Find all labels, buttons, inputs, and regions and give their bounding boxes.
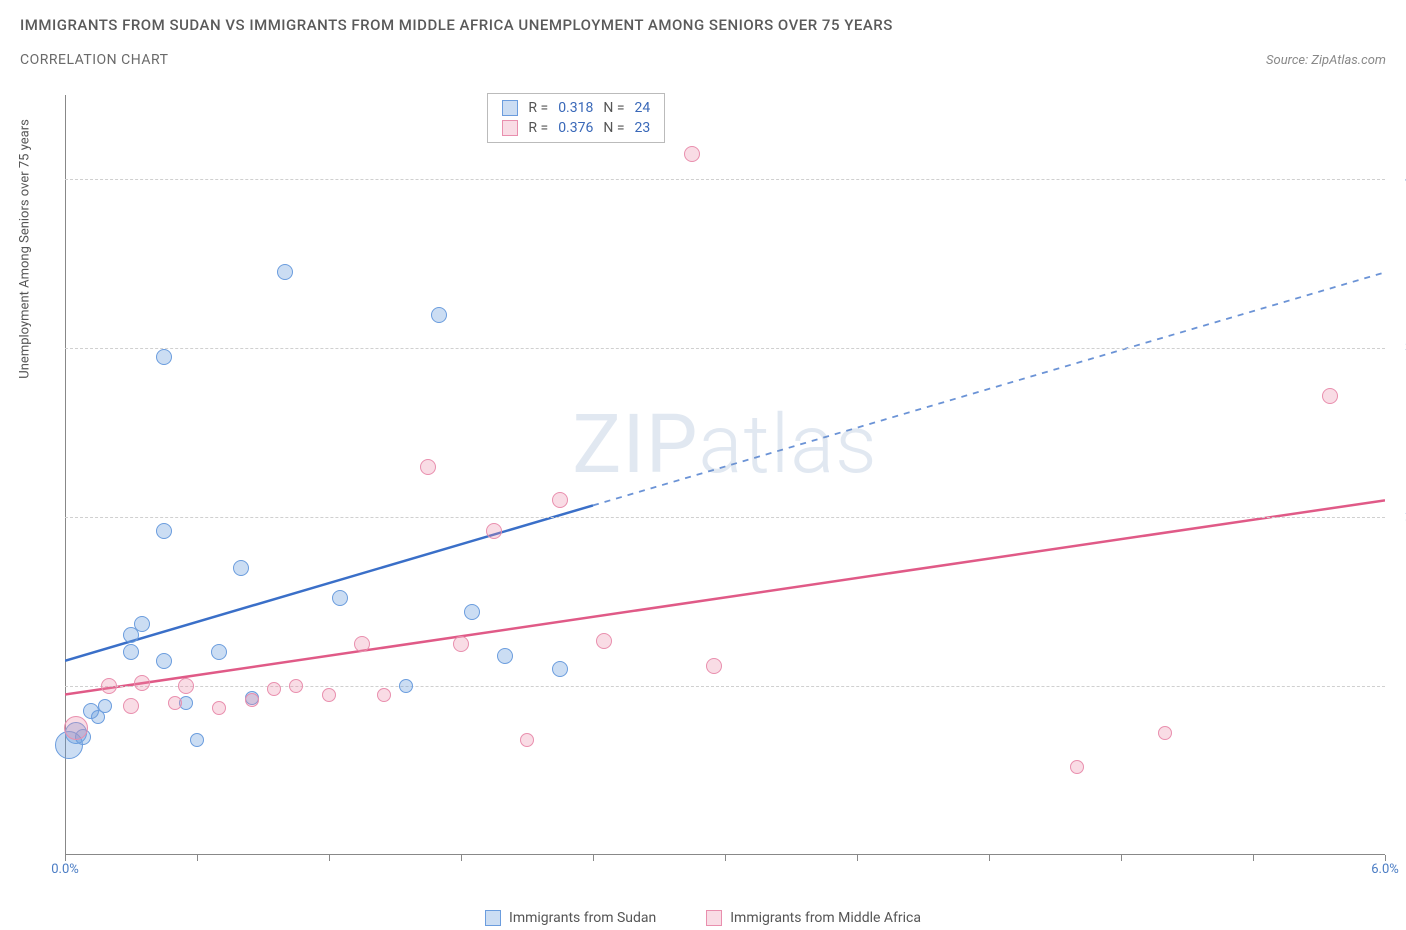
stats-box: R = 0.318 N = 24 R = 0.376 N = 23: [487, 93, 665, 143]
x-tick: [593, 855, 594, 861]
data-point: [233, 560, 249, 576]
data-point: [520, 733, 534, 747]
legend-item: Immigrants from Middle Africa: [706, 910, 921, 926]
data-point: [156, 349, 172, 365]
y-axis-label: Unemployment Among Seniors over 75 years: [18, 119, 33, 379]
data-point: [322, 688, 336, 702]
data-point: [552, 492, 568, 508]
data-point: [420, 459, 436, 475]
legend-swatch: [706, 910, 722, 926]
x-tick: [461, 855, 462, 861]
data-point: [486, 523, 502, 539]
data-point: [98, 699, 112, 713]
data-point: [332, 590, 348, 606]
x-tick: [1121, 855, 1122, 861]
x-tick: [197, 855, 198, 861]
stat-n-value: 24: [635, 100, 651, 116]
data-point: [267, 682, 281, 696]
stats-row: R = 0.318 N = 24: [502, 98, 650, 118]
data-point: [212, 701, 226, 715]
legend-item: Immigrants from Sudan: [485, 910, 656, 926]
x-tick-label: 0.0%: [51, 862, 79, 877]
legend-bottom: Immigrants from Sudan Immigrants from Mid…: [0, 910, 1406, 926]
subtitle-row: CORRELATION CHART Source: ZipAtlas.com: [20, 52, 1386, 68]
data-point: [156, 653, 172, 669]
data-point: [354, 636, 370, 652]
data-point: [245, 693, 259, 707]
legend-label: Immigrants from Middle Africa: [730, 910, 921, 926]
data-point: [453, 636, 469, 652]
data-point: [497, 648, 513, 664]
data-point: [706, 658, 722, 674]
data-point: [1158, 726, 1172, 740]
data-point: [431, 307, 447, 323]
x-tick: [329, 855, 330, 861]
x-tick: [1253, 855, 1254, 861]
gridline: [65, 179, 1385, 180]
data-point: [277, 264, 293, 280]
data-point: [399, 679, 413, 693]
data-point: [1322, 388, 1338, 404]
data-point: [464, 604, 480, 620]
data-point: [168, 696, 182, 710]
stat-r-value: 0.376: [558, 120, 593, 136]
x-tick: [1385, 855, 1386, 861]
data-point: [1070, 760, 1084, 774]
stat-r-label: R =: [528, 120, 548, 136]
stat-r-label: R =: [528, 100, 548, 116]
stat-n-label: N =: [603, 100, 624, 116]
data-point: [134, 675, 150, 691]
data-point: [123, 644, 139, 660]
x-tick: [725, 855, 726, 861]
stats-row: R = 0.376 N = 23: [502, 118, 650, 138]
stat-n-label: N =: [603, 120, 624, 136]
data-point: [552, 661, 568, 677]
x-tick: [65, 855, 66, 861]
chart-area: Unemployment Among Seniors over 75 years…: [65, 95, 1385, 855]
chart-title: IMMIGRANTS FROM SUDAN VS IMMIGRANTS FROM…: [20, 16, 1386, 34]
gridline: [65, 686, 1385, 687]
stat-r-value: 0.318: [558, 100, 593, 116]
data-point: [596, 633, 612, 649]
data-point: [178, 678, 194, 694]
source-credit: Source: ZipAtlas.com: [1266, 53, 1386, 68]
stat-n-value: 23: [635, 120, 651, 136]
series-swatch: [502, 120, 518, 136]
gridline: [65, 348, 1385, 349]
x-tick: [857, 855, 858, 861]
legend-swatch: [485, 910, 501, 926]
legend-label: Immigrants from Sudan: [509, 910, 656, 926]
chart-subtitle: CORRELATION CHART: [20, 52, 168, 68]
data-point: [64, 716, 88, 740]
x-tick-label: 6.0%: [1371, 862, 1399, 877]
series-swatch: [502, 100, 518, 116]
data-point: [684, 146, 700, 162]
data-point: [123, 698, 139, 714]
data-point: [190, 733, 204, 747]
gridline: [65, 517, 1385, 518]
data-point: [211, 644, 227, 660]
trend-lines: [65, 95, 1385, 855]
x-tick: [989, 855, 990, 861]
watermark: ZIPatlas: [572, 397, 877, 493]
data-point: [377, 688, 391, 702]
data-point: [101, 678, 117, 694]
data-point: [289, 679, 303, 693]
chart-header: IMMIGRANTS FROM SUDAN VS IMMIGRANTS FROM…: [0, 0, 1406, 68]
data-point: [156, 523, 172, 539]
data-point: [134, 616, 150, 632]
